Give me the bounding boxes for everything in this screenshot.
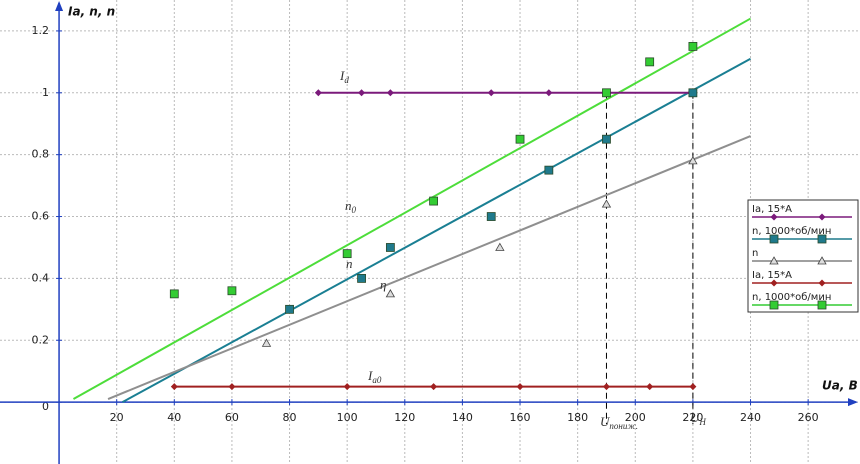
marker	[601, 199, 612, 208]
legend-label: n, 1000*об/мин	[752, 292, 831, 303]
y-tick-label: 0.2	[32, 333, 50, 346]
annotation-text: U	[600, 414, 611, 429]
marker	[358, 89, 366, 97]
marker	[769, 300, 779, 310]
marker	[385, 289, 396, 298]
annotation-text: n	[346, 256, 353, 271]
marker	[430, 383, 438, 391]
marker	[495, 242, 505, 251]
marker	[770, 279, 778, 287]
marker	[385, 243, 395, 252]
trendline	[72, 17, 752, 400]
marker	[818, 279, 826, 287]
marker	[818, 213, 826, 221]
trendline	[107, 135, 751, 400]
marker	[602, 88, 611, 98]
x-tick-label: 80	[283, 411, 297, 424]
marker	[646, 383, 654, 391]
marker	[227, 286, 237, 296]
trendline	[121, 57, 751, 404]
marker	[228, 383, 236, 391]
marker	[545, 89, 553, 97]
marker	[817, 234, 827, 244]
annotation-text: I	[367, 368, 373, 383]
marker	[342, 249, 352, 259]
marker	[487, 89, 495, 97]
annotation: n0	[345, 198, 357, 215]
annotation-text: I	[339, 68, 345, 83]
x-axis-label: Ua, B	[822, 379, 858, 393]
annotation-sub: d	[344, 75, 349, 85]
marker	[769, 256, 779, 265]
annotation-sub: 0	[352, 205, 357, 215]
marker	[817, 256, 827, 265]
y-tick-label: 0.8	[32, 148, 50, 161]
x-tick-label: 200	[625, 411, 646, 424]
annotation: Id	[339, 68, 349, 85]
marker	[169, 289, 179, 299]
annotation-sub: H	[698, 417, 706, 427]
annotation-text: η	[380, 277, 386, 292]
marker	[544, 165, 554, 175]
y-tick-label: 1.2	[32, 24, 50, 37]
marker	[769, 234, 779, 244]
annotation: Uпониж.	[600, 414, 638, 431]
marker	[516, 383, 524, 391]
legend-box	[747, 199, 859, 313]
marker	[770, 213, 778, 221]
marker	[688, 156, 698, 165]
x-tick-label: 60	[225, 411, 239, 424]
marker	[314, 89, 322, 97]
marker	[357, 273, 366, 283]
annotation: Ia0	[367, 368, 382, 385]
x-tick-label: 40	[167, 411, 181, 424]
marker	[688, 88, 698, 98]
marker	[817, 300, 827, 310]
marker	[689, 383, 697, 391]
x-tick-label: 20	[110, 411, 124, 424]
x-tick-label: 240	[740, 411, 761, 424]
y-tick-label: 1	[42, 86, 49, 99]
x-tick-label: 140	[452, 411, 473, 424]
y-axis-label: Ia, n, n	[68, 5, 115, 19]
x-tick-label: 120	[394, 411, 415, 424]
marker	[170, 383, 178, 391]
marker	[386, 89, 394, 97]
legend-label: Ia, 15*A	[752, 270, 792, 281]
x-tick-label: 100	[337, 411, 358, 424]
y-tick-label: 0.4	[32, 271, 50, 284]
x-axis-arrow	[848, 398, 858, 407]
marker	[429, 196, 439, 206]
annotation: η	[380, 277, 386, 292]
annotation-text: n	[345, 198, 352, 213]
x-tick-label: 160	[510, 411, 531, 424]
annotation-text: U	[690, 410, 701, 425]
legend-label: n, 1000*об/мин	[752, 226, 831, 237]
marker	[688, 42, 698, 51]
marker	[602, 134, 611, 144]
y-tick-label: 0	[42, 400, 49, 413]
annotation: UH	[690, 410, 706, 427]
annotation-sub: a0	[372, 375, 382, 385]
x-tick-label: 260	[798, 411, 819, 424]
marker	[602, 383, 610, 391]
marker	[515, 134, 525, 144]
marker	[261, 338, 272, 347]
annotation: n	[346, 256, 353, 271]
y-axis-arrow	[55, 1, 64, 11]
annotation-sub: пониж.	[609, 421, 638, 431]
y-tick-label: 0.6	[32, 210, 50, 223]
x-tick-label: 180	[567, 411, 588, 424]
marker	[343, 383, 351, 391]
marker	[486, 212, 496, 221]
marker	[645, 57, 655, 67]
marker	[285, 304, 294, 314]
legend-label: n	[752, 248, 758, 259]
legend-label: Ia, 15*A	[752, 204, 792, 215]
